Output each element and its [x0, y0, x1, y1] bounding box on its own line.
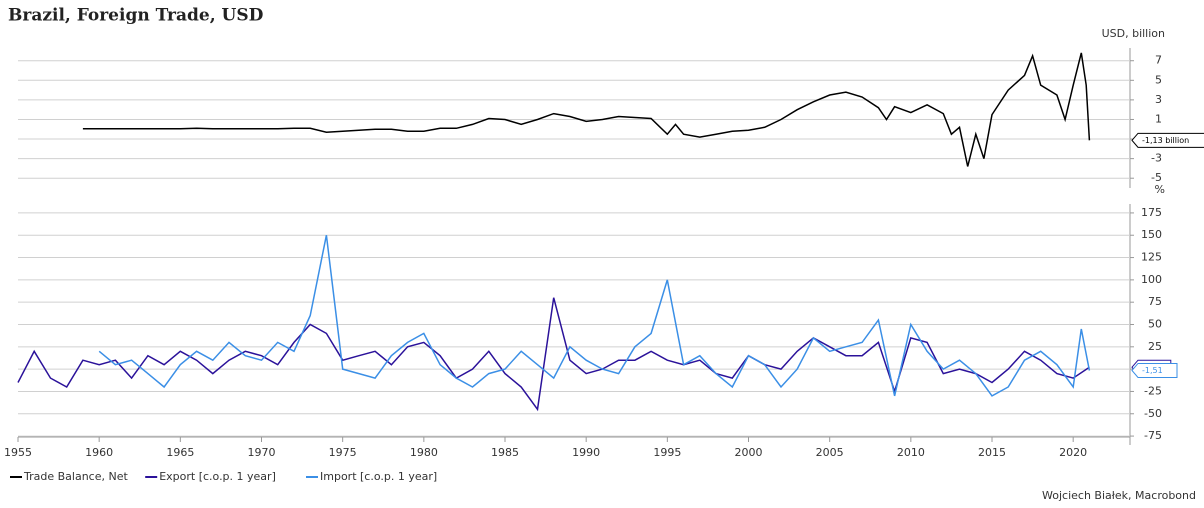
x-tick-label: 2005	[816, 446, 844, 459]
value-label-box	[1131, 362, 1178, 378]
x-tick-label: 1990	[572, 446, 600, 459]
legend-label: Import [c.o.p. 1 year]	[320, 470, 437, 483]
legend-label: Export [c.o.p. 1 year]	[159, 470, 276, 483]
x-tick-label: 2015	[978, 446, 1006, 459]
x-tick-label: 1985	[491, 446, 519, 459]
y-axis-label: %	[1155, 183, 1165, 196]
source: Wojciech Białek, Macrobond	[1042, 489, 1196, 502]
value-label-box	[1131, 132, 1204, 148]
y-tick-label: -50	[1144, 407, 1162, 420]
y-tick-label: 50	[1148, 318, 1162, 331]
y-tick-label: 75	[1148, 295, 1162, 308]
y-tick-label: 175	[1141, 206, 1162, 219]
legend-label: Trade Balance, Net	[23, 470, 128, 483]
y-tick-label: -5	[1151, 171, 1162, 184]
y-tick-label: 150	[1141, 228, 1162, 241]
y-tick-label: -3	[1151, 152, 1162, 165]
y-tick-label: 7	[1155, 54, 1162, 67]
x-tick-label: 1965	[166, 446, 194, 459]
y-tick-label: -25	[1144, 384, 1162, 397]
y-tick-label: 1	[1155, 112, 1162, 125]
y-tick-label: 3	[1155, 93, 1162, 106]
y-tick-label: -75	[1144, 429, 1162, 442]
x-tick-label: 1980	[410, 446, 438, 459]
value-label: -1,13 billion	[1142, 136, 1189, 145]
chart-title: Brazil, Foreign Trade, USD	[8, 6, 264, 26]
y-tick-label: 125	[1141, 251, 1162, 264]
x-tick-label: 2020	[1059, 446, 1087, 459]
x-tick-label: 1955	[4, 446, 32, 459]
x-tick-label: 1975	[329, 446, 357, 459]
y-tick-label: 100	[1141, 273, 1162, 286]
y-tick-label: 25	[1148, 340, 1162, 353]
x-tick-label: 2000	[735, 446, 763, 459]
y-tick-label: 5	[1155, 73, 1162, 86]
x-tick-label: 1970	[248, 446, 276, 459]
value-label: -1,51	[1142, 366, 1163, 375]
y-axis-label: USD, billion	[1102, 27, 1165, 40]
series-line	[82, 52, 1091, 167]
series-line	[17, 297, 1090, 412]
x-tick-label: 1995	[653, 446, 681, 459]
x-tick-label: 2010	[897, 446, 925, 459]
x-tick-label: 1960	[85, 446, 113, 459]
series-line	[98, 235, 1091, 397]
